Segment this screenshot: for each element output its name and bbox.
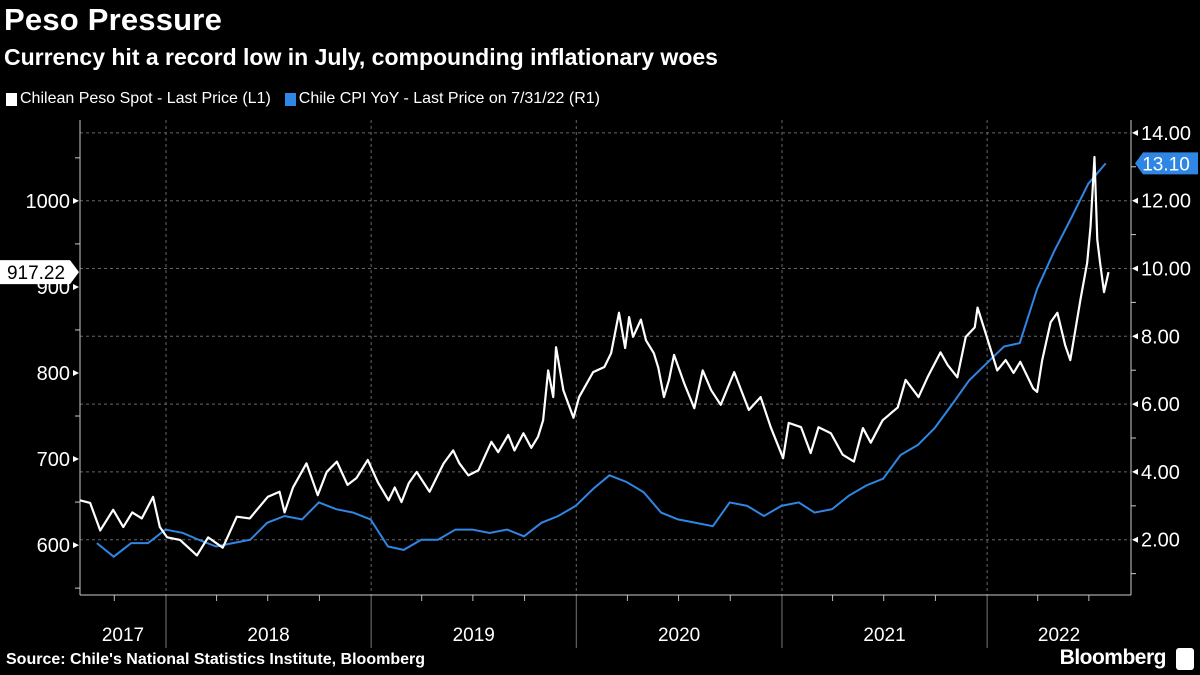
bloomberg-logo: Bloomberg — [1059, 646, 1167, 669]
badge-shape — [1135, 152, 1198, 175]
y-right-tick — [1132, 333, 1138, 340]
x-tick-label: 2018 — [247, 625, 289, 646]
y-left-tick — [73, 197, 79, 204]
legend-swatch-cpi — [284, 92, 296, 106]
badge-shape — [0, 260, 79, 285]
y-left-tick-label: 1000 — [26, 191, 71, 213]
legend-swatch-peso — [6, 92, 17, 106]
y-left-tick — [73, 283, 79, 290]
y-right-tick — [1132, 536, 1138, 543]
y-right-tick-label: 10.00 — [1141, 259, 1191, 281]
y-right-tick — [1132, 129, 1138, 136]
last-value-badge-peso: 917.22 — [0, 260, 79, 285]
source-note: Source: Chile's National Statistics Inst… — [6, 651, 425, 668]
y-right-tick-label: 2.00 — [1141, 530, 1180, 552]
x-tick-label: 2020 — [658, 625, 700, 646]
y-right-tick — [1132, 468, 1138, 475]
x-tick-label: 2017 — [102, 625, 144, 646]
y-right-tick — [1132, 197, 1138, 204]
y-left-tick-label: 600 — [37, 535, 70, 557]
y-right-tick — [1132, 265, 1138, 272]
badge-text-peso: 917.22 — [7, 263, 65, 284]
legend: Chilean Peso Spot - Last Price (L1) Chil… — [6, 90, 600, 108]
x-tick-label: 2022 — [1038, 625, 1080, 646]
chart-subtitle: Currency hit a record low in July, compo… — [4, 44, 718, 70]
legend-label-cpi: Chile CPI YoY - Last Price on 7/31/22 (R… — [298, 90, 600, 107]
y-right-tick-label: 4.00 — [1141, 462, 1180, 484]
y-left-tick — [73, 456, 79, 463]
y-right-tick-label: 12.00 — [1141, 191, 1191, 213]
y-left-tick-label: 700 — [37, 449, 70, 471]
x-tick-label: 2019 — [453, 625, 495, 646]
y-left-tick-label: 800 — [37, 363, 70, 385]
y-left-tick — [73, 369, 79, 376]
y-right-tick-label: 6.00 — [1141, 394, 1180, 416]
y-right-tick — [1132, 401, 1138, 408]
series-line-peso — [79, 155, 1110, 557]
bloomberg-logo-icon — [1176, 648, 1194, 670]
series-line-cpi — [96, 162, 1107, 558]
last-value-badge-cpi: 13.10 — [1135, 152, 1198, 175]
y-right-tick-label: 14.00 — [1141, 123, 1191, 145]
chart-title: Peso Pressure — [4, 2, 223, 37]
x-tick-label: 2021 — [863, 625, 905, 646]
y-right-tick-label: 8.00 — [1141, 326, 1180, 348]
legend-label-peso: Chilean Peso Spot - Last Price (L1) — [20, 90, 271, 107]
legend-item-peso: Chilean Peso Spot - Last Price (L1) — [6, 90, 271, 108]
y-left-tick — [73, 542, 79, 549]
legend-item-cpi: Chile CPI YoY - Last Price on 7/31/22 (R… — [284, 90, 600, 108]
badge-text-cpi: 13.10 — [1142, 154, 1190, 175]
